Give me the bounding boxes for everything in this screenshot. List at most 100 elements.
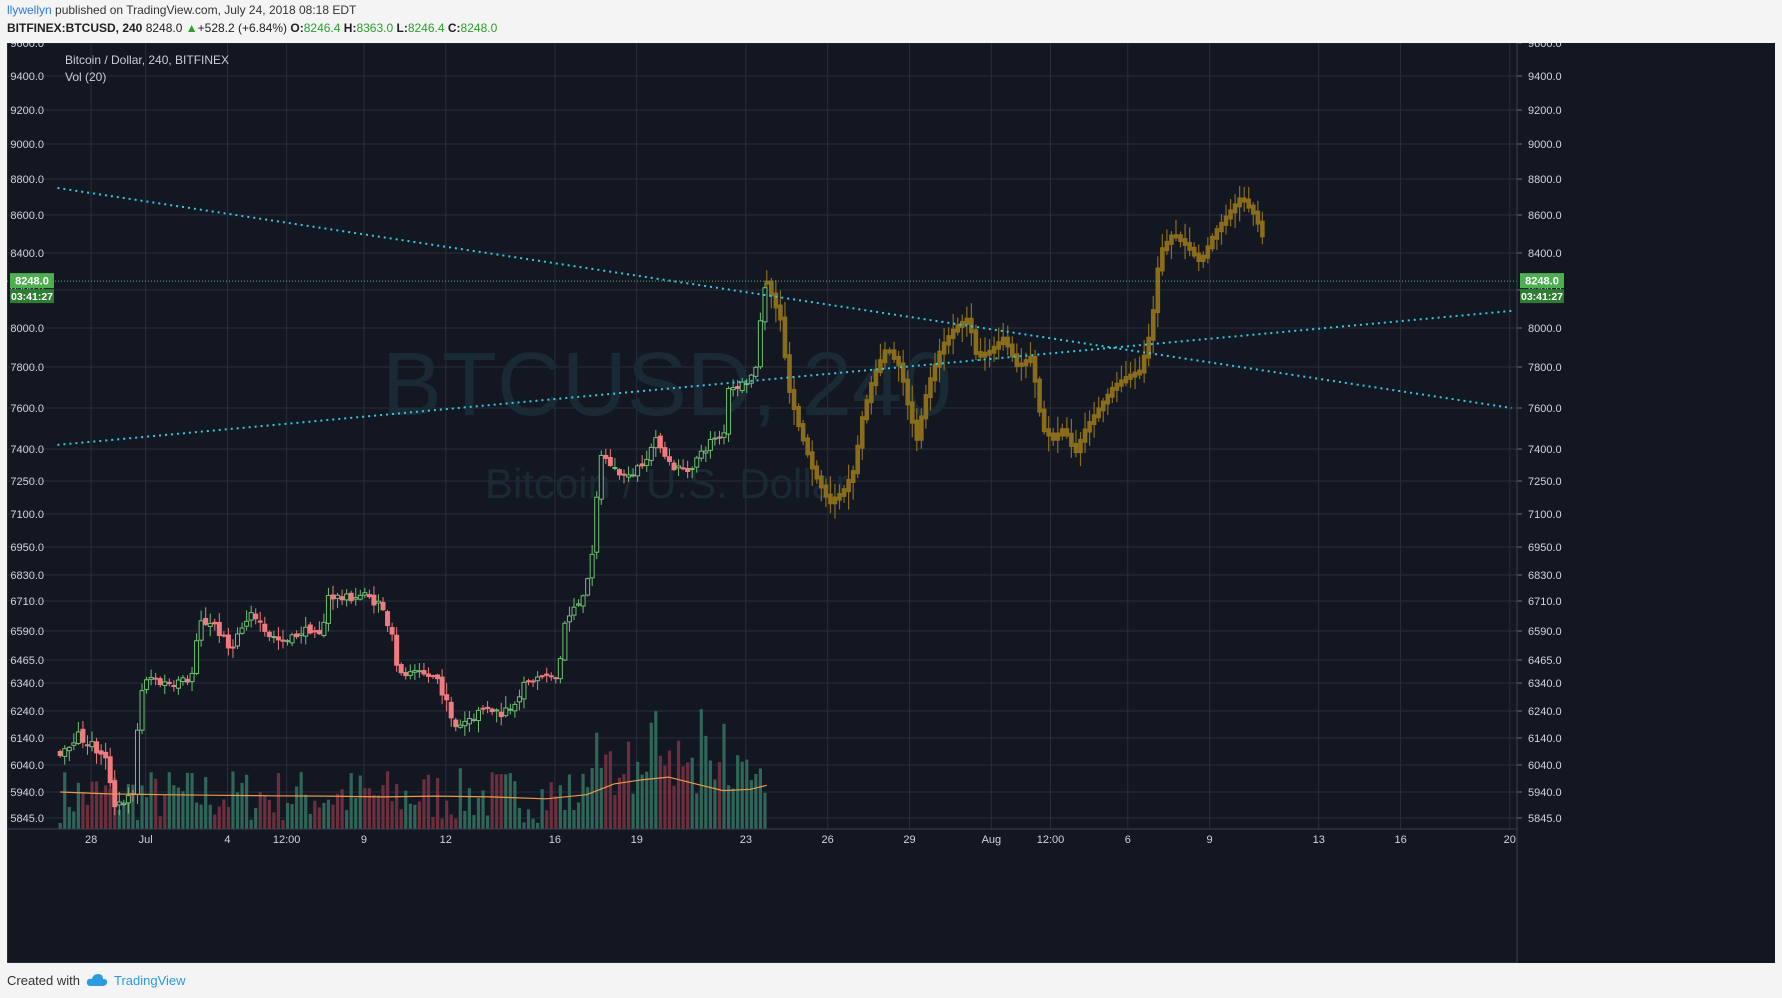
candle[interactable] <box>289 634 295 644</box>
candle[interactable] <box>171 685 177 688</box>
candle[interactable] <box>235 633 241 647</box>
candle[interactable] <box>648 446 654 461</box>
candle[interactable] <box>444 694 450 701</box>
candle[interactable] <box>662 447 668 457</box>
candle[interactable] <box>398 664 404 674</box>
candle[interactable] <box>375 600 381 604</box>
candle[interactable] <box>589 553 595 579</box>
candle[interactable] <box>698 450 704 459</box>
candle[interactable] <box>194 640 200 674</box>
candle[interactable] <box>285 640 291 643</box>
candle[interactable] <box>357 594 363 600</box>
candle[interactable] <box>521 681 527 700</box>
candle[interactable] <box>253 613 259 620</box>
candle[interactable] <box>180 677 186 683</box>
candle[interactable] <box>748 374 754 384</box>
candle[interactable] <box>480 707 486 710</box>
candle[interactable] <box>244 620 250 627</box>
candle[interactable] <box>721 432 727 438</box>
candle[interactable] <box>175 679 181 689</box>
candle[interactable] <box>307 624 313 634</box>
candle[interactable] <box>616 469 622 476</box>
candle[interactable] <box>466 718 472 725</box>
candle[interactable] <box>144 679 150 690</box>
candle[interactable] <box>248 612 254 621</box>
author-link[interactable]: llywellyn <box>7 3 52 17</box>
candle[interactable] <box>62 748 68 757</box>
candle[interactable] <box>321 621 327 636</box>
candle[interactable] <box>344 593 350 601</box>
candle[interactable] <box>330 594 336 600</box>
candle[interactable] <box>739 381 745 392</box>
candle[interactable] <box>666 456 672 462</box>
candle[interactable] <box>198 620 204 641</box>
candle[interactable] <box>212 621 218 625</box>
candle[interactable] <box>671 462 677 471</box>
candle[interactable] <box>239 627 245 634</box>
candle[interactable] <box>512 703 518 712</box>
candle[interactable] <box>394 634 400 666</box>
candle[interactable] <box>621 473 627 476</box>
candle[interactable] <box>371 594 377 606</box>
candle[interactable] <box>726 388 732 435</box>
candle[interactable] <box>389 627 395 635</box>
candle[interactable] <box>71 742 77 746</box>
candle[interactable] <box>485 706 491 709</box>
candle[interactable] <box>494 709 500 712</box>
candle[interactable] <box>703 450 709 454</box>
candle[interactable] <box>339 596 345 601</box>
price-chart[interactable]: BTCUSD, 240 Bitcoin / U.S. Dollar 5845.0 58… <box>7 43 1775 963</box>
candle[interactable] <box>203 617 209 625</box>
candle[interactable] <box>757 320 763 368</box>
candle[interactable] <box>712 437 718 440</box>
candle[interactable] <box>585 578 591 596</box>
candle[interactable] <box>598 454 604 500</box>
candle[interactable] <box>475 709 481 722</box>
candle[interactable] <box>184 678 190 683</box>
candle[interactable] <box>325 595 331 624</box>
candle[interactable] <box>412 670 418 673</box>
candle[interactable] <box>157 678 163 686</box>
candle[interactable] <box>676 465 682 469</box>
candle[interactable] <box>148 676 154 680</box>
candle[interactable] <box>644 458 650 466</box>
candle[interactable] <box>562 622 568 661</box>
candle[interactable] <box>362 592 368 596</box>
candle[interactable] <box>416 670 422 673</box>
volume-indicator-label[interactable]: Vol (20) <box>65 70 107 84</box>
candle[interactable] <box>153 677 159 680</box>
candle[interactable] <box>294 633 300 638</box>
candle[interactable] <box>430 675 436 678</box>
candle[interactable] <box>121 802 127 806</box>
candle[interactable] <box>707 439 713 451</box>
candle[interactable] <box>80 728 86 743</box>
candle[interactable] <box>162 681 168 686</box>
candle[interactable] <box>716 436 722 439</box>
candle[interactable] <box>753 366 759 377</box>
candle[interactable] <box>421 670 427 675</box>
candle[interactable] <box>335 594 341 599</box>
candle[interactable] <box>303 626 309 637</box>
candle[interactable] <box>453 719 459 728</box>
candle[interactable] <box>580 595 586 607</box>
candle[interactable] <box>526 680 532 683</box>
candle[interactable] <box>298 633 304 636</box>
candle[interactable] <box>271 636 277 639</box>
candle[interactable] <box>312 630 318 633</box>
candle[interactable] <box>553 677 559 680</box>
candle[interactable] <box>366 594 372 598</box>
candle[interactable] <box>630 474 636 477</box>
candle[interactable] <box>166 681 172 685</box>
candle[interactable] <box>403 672 409 677</box>
candle[interactable] <box>735 385 741 390</box>
candle[interactable] <box>603 454 609 459</box>
candle[interactable] <box>116 801 122 806</box>
candle[interactable] <box>607 456 613 467</box>
candle[interactable] <box>353 597 359 600</box>
candle[interactable] <box>103 751 109 759</box>
candle[interactable] <box>639 463 645 467</box>
candle[interactable] <box>262 623 268 632</box>
candle[interactable] <box>385 611 391 627</box>
candle[interactable] <box>571 606 577 616</box>
trendline[interactable] <box>57 187 1512 409</box>
